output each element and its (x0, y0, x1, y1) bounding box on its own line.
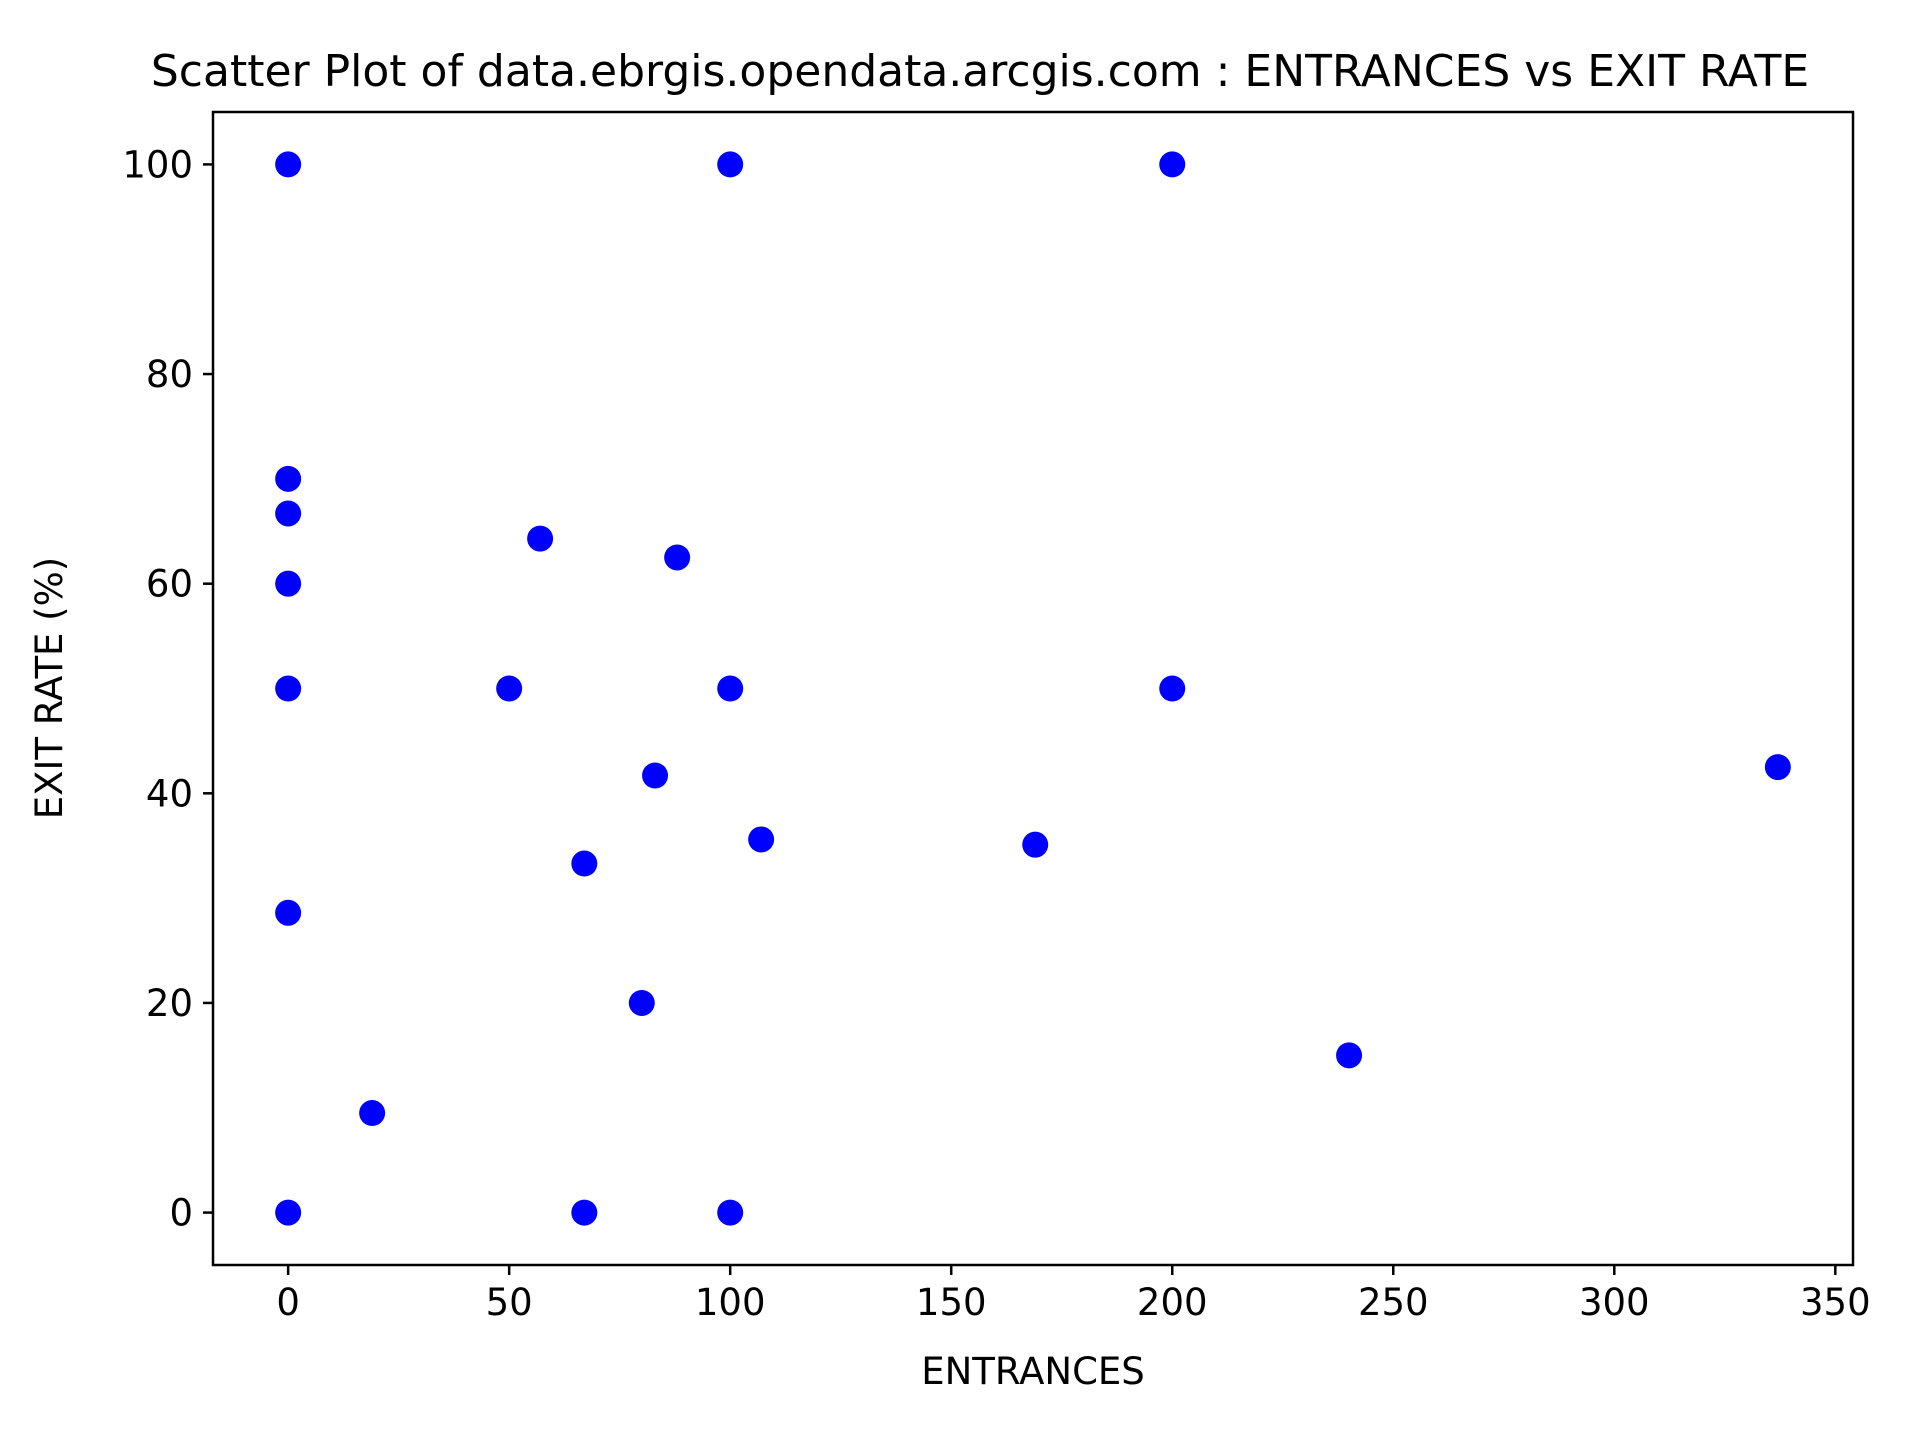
scatter-point (628, 989, 655, 1016)
scatter-point (571, 850, 598, 877)
scatter-point (717, 675, 744, 702)
y-tick-label: 80 (146, 353, 193, 396)
scatter-point (275, 570, 302, 597)
scatter-point (717, 1199, 744, 1226)
scatter-point (748, 826, 775, 853)
y-tick-label: 40 (146, 772, 193, 815)
scatter-point (275, 465, 302, 492)
scatter-point (642, 762, 669, 789)
x-tick-label: 50 (486, 1281, 533, 1324)
x-tick-label: 350 (1800, 1281, 1871, 1324)
plot-area-frame (211, 110, 1855, 1267)
chart-title: Scatter Plot of data.ebrgis.opendata.arc… (151, 46, 1809, 97)
y-tick-label: 100 (122, 143, 193, 186)
scatter-point (275, 500, 302, 527)
scatter-point (1159, 675, 1186, 702)
x-tick-label: 0 (276, 1281, 300, 1324)
x-tick-label: 300 (1579, 1281, 1650, 1324)
scatter-point (1336, 1042, 1363, 1069)
scatter-point (275, 151, 302, 178)
x-tick-label: 100 (695, 1281, 766, 1324)
x-tick-label: 250 (1358, 1281, 1429, 1324)
scatter-point (496, 675, 523, 702)
x-axis-label: ENTRANCES (921, 1350, 1145, 1393)
scatter-point (571, 1199, 598, 1226)
data-points (275, 151, 1791, 1226)
y-tick-label: 20 (146, 982, 193, 1025)
scatter-point (1764, 754, 1791, 781)
x-tick-label: 200 (1137, 1281, 1208, 1324)
y-axis-label: EXIT RATE (%) (28, 557, 71, 819)
scatter-point (359, 1100, 386, 1127)
scatter-point (1159, 151, 1186, 178)
scatter-point (527, 525, 554, 552)
scatter-point (275, 1199, 302, 1226)
scatter-point (664, 544, 691, 571)
y-tick-label: 60 (146, 563, 193, 606)
scatter-point (717, 151, 744, 178)
scatter-point (275, 899, 302, 926)
scatter-point (275, 675, 302, 702)
y-axis-ticks: 0 20 40 60 80 100 (122, 143, 213, 1235)
scatter-point (1022, 831, 1049, 858)
y-tick-label: 0 (169, 1192, 193, 1235)
x-axis-ticks: 0 50 100 150 200 250 300 350 (276, 1265, 1871, 1324)
x-tick-label: 150 (916, 1281, 987, 1324)
